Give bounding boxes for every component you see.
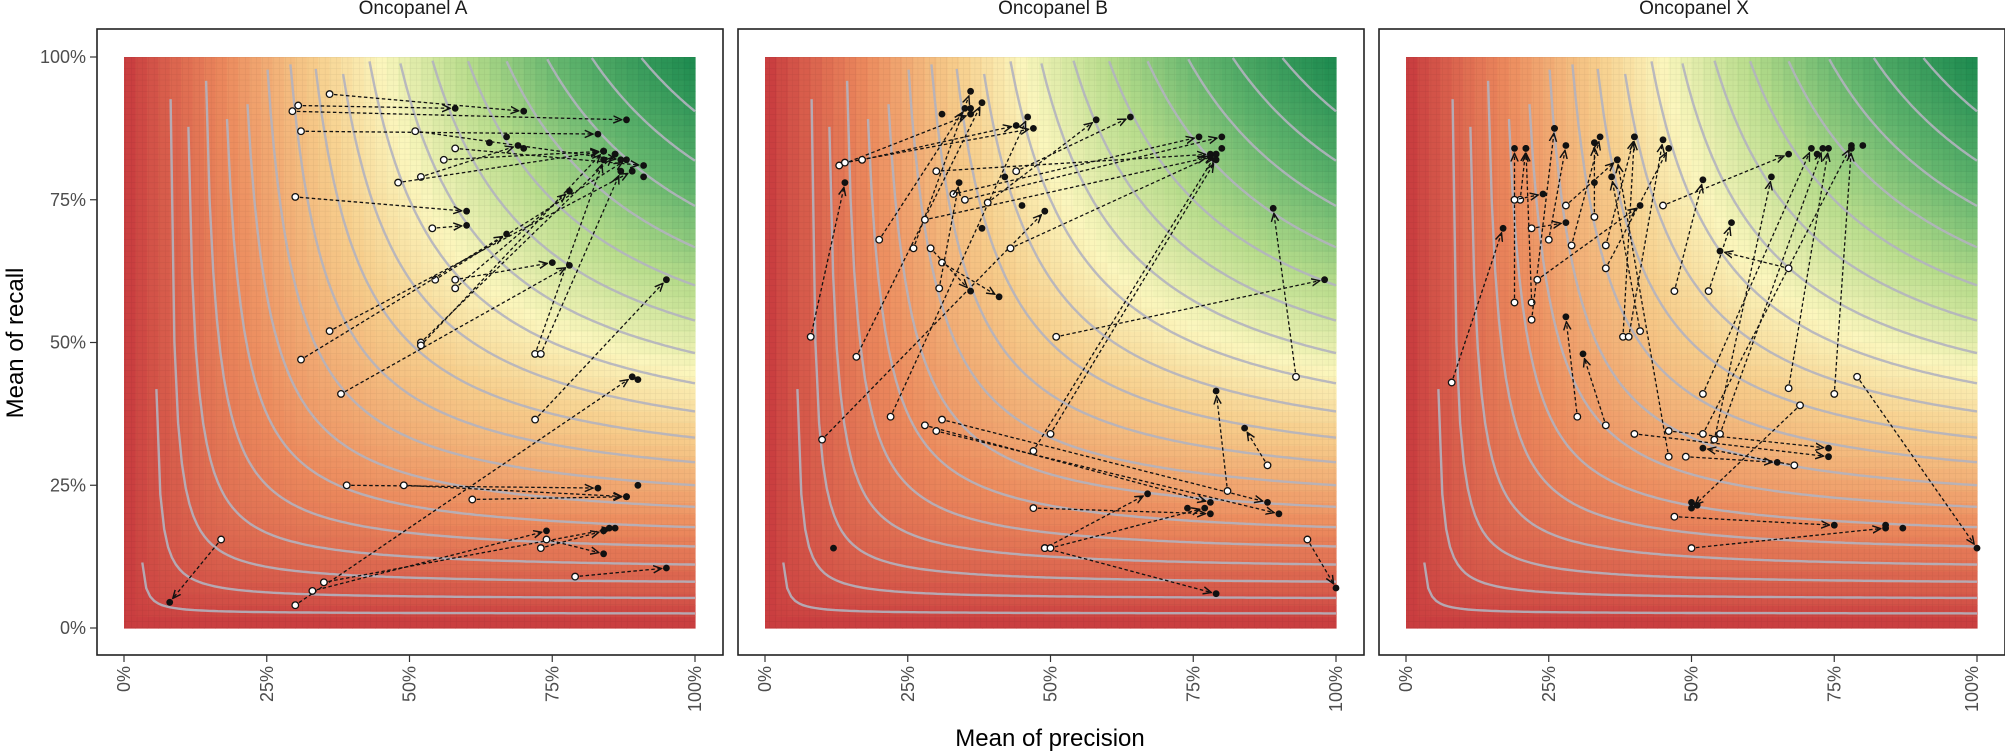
panel-a-x-tick-label-50: 50% bbox=[400, 666, 420, 702]
end-point bbox=[594, 484, 602, 492]
end-point bbox=[623, 116, 630, 124]
start-point bbox=[308, 586, 317, 595]
data-point bbox=[634, 481, 642, 489]
panel-a-title: Oncopanel A bbox=[359, 0, 468, 19]
end-point bbox=[600, 550, 607, 558]
panel-a-x-tick-label-0: 0% bbox=[114, 666, 134, 692]
data-point bbox=[634, 376, 642, 383]
end-point bbox=[520, 107, 528, 115]
end-point bbox=[566, 187, 573, 195]
panel-a-x-tick-label-25: 25% bbox=[257, 666, 277, 702]
panel-a-x-axis: 0% 25% 50% 75% 100% bbox=[114, 655, 705, 712]
end-point bbox=[600, 147, 607, 155]
start-point bbox=[337, 389, 345, 398]
start-point bbox=[571, 572, 580, 581]
end-point bbox=[166, 598, 174, 606]
end-point bbox=[663, 276, 670, 284]
panel-a-plot bbox=[124, 57, 696, 629]
data-point bbox=[503, 133, 510, 141]
start-point bbox=[542, 535, 551, 544]
panel-a-x-tick-label-100: 100% bbox=[685, 666, 705, 712]
end-point bbox=[623, 156, 630, 164]
end-point bbox=[623, 493, 630, 501]
start-point bbox=[394, 178, 403, 187]
end-point bbox=[628, 167, 636, 175]
data-point bbox=[520, 145, 528, 152]
start-point bbox=[428, 224, 437, 233]
start-point bbox=[439, 155, 448, 164]
start-point bbox=[536, 544, 545, 553]
y-tick-label-75: 75% bbox=[50, 190, 86, 210]
start-point bbox=[291, 601, 300, 610]
panel-a: Oncopanel A 0% 25% 50% 75% 100% bbox=[40, 0, 724, 712]
panel-b-plot bbox=[765, 57, 1340, 629]
data-point bbox=[486, 139, 493, 147]
start-point bbox=[468, 495, 477, 504]
y-tick-label-25: 25% bbox=[50, 475, 86, 495]
end-point bbox=[663, 564, 670, 572]
start-point bbox=[399, 481, 408, 490]
y-tick-label-50: 50% bbox=[50, 333, 86, 353]
start-point bbox=[451, 144, 460, 153]
end-point bbox=[548, 259, 556, 266]
start-point bbox=[342, 481, 351, 490]
start-point bbox=[325, 327, 334, 336]
data-point bbox=[640, 173, 647, 181]
start-point bbox=[411, 127, 420, 136]
y-tick-label-100: 100% bbox=[40, 47, 86, 67]
panel-b-title: Oncopanel B bbox=[998, 0, 1108, 19]
end-point bbox=[463, 222, 470, 229]
y-tick-label-0: 0% bbox=[60, 618, 86, 638]
data-point bbox=[611, 150, 619, 158]
start-point bbox=[531, 415, 540, 424]
end-point bbox=[451, 105, 459, 112]
start-point bbox=[291, 192, 300, 201]
y-axis: 0% 25% 50% 75% 100% bbox=[40, 47, 97, 638]
end-point bbox=[640, 162, 647, 169]
end-point bbox=[594, 130, 602, 138]
start-point bbox=[288, 107, 297, 116]
start-point bbox=[297, 355, 305, 364]
start-point bbox=[451, 284, 460, 293]
start-point bbox=[217, 535, 226, 544]
end-point bbox=[611, 524, 619, 532]
start-point bbox=[297, 127, 305, 136]
start-point bbox=[451, 275, 460, 284]
end-point bbox=[617, 167, 625, 175]
start-point bbox=[536, 349, 545, 358]
panel-b: Oncopanel B 0% 25% 50% 75% 100% bbox=[737, 0, 1365, 712]
start-point bbox=[325, 90, 334, 99]
end-point bbox=[543, 527, 550, 535]
start-point bbox=[319, 578, 328, 587]
start-point bbox=[294, 101, 303, 110]
data-point bbox=[605, 524, 613, 532]
panel-a-x-tick-label-75: 75% bbox=[542, 666, 562, 702]
start-point bbox=[416, 341, 425, 350]
end-point bbox=[463, 207, 470, 215]
